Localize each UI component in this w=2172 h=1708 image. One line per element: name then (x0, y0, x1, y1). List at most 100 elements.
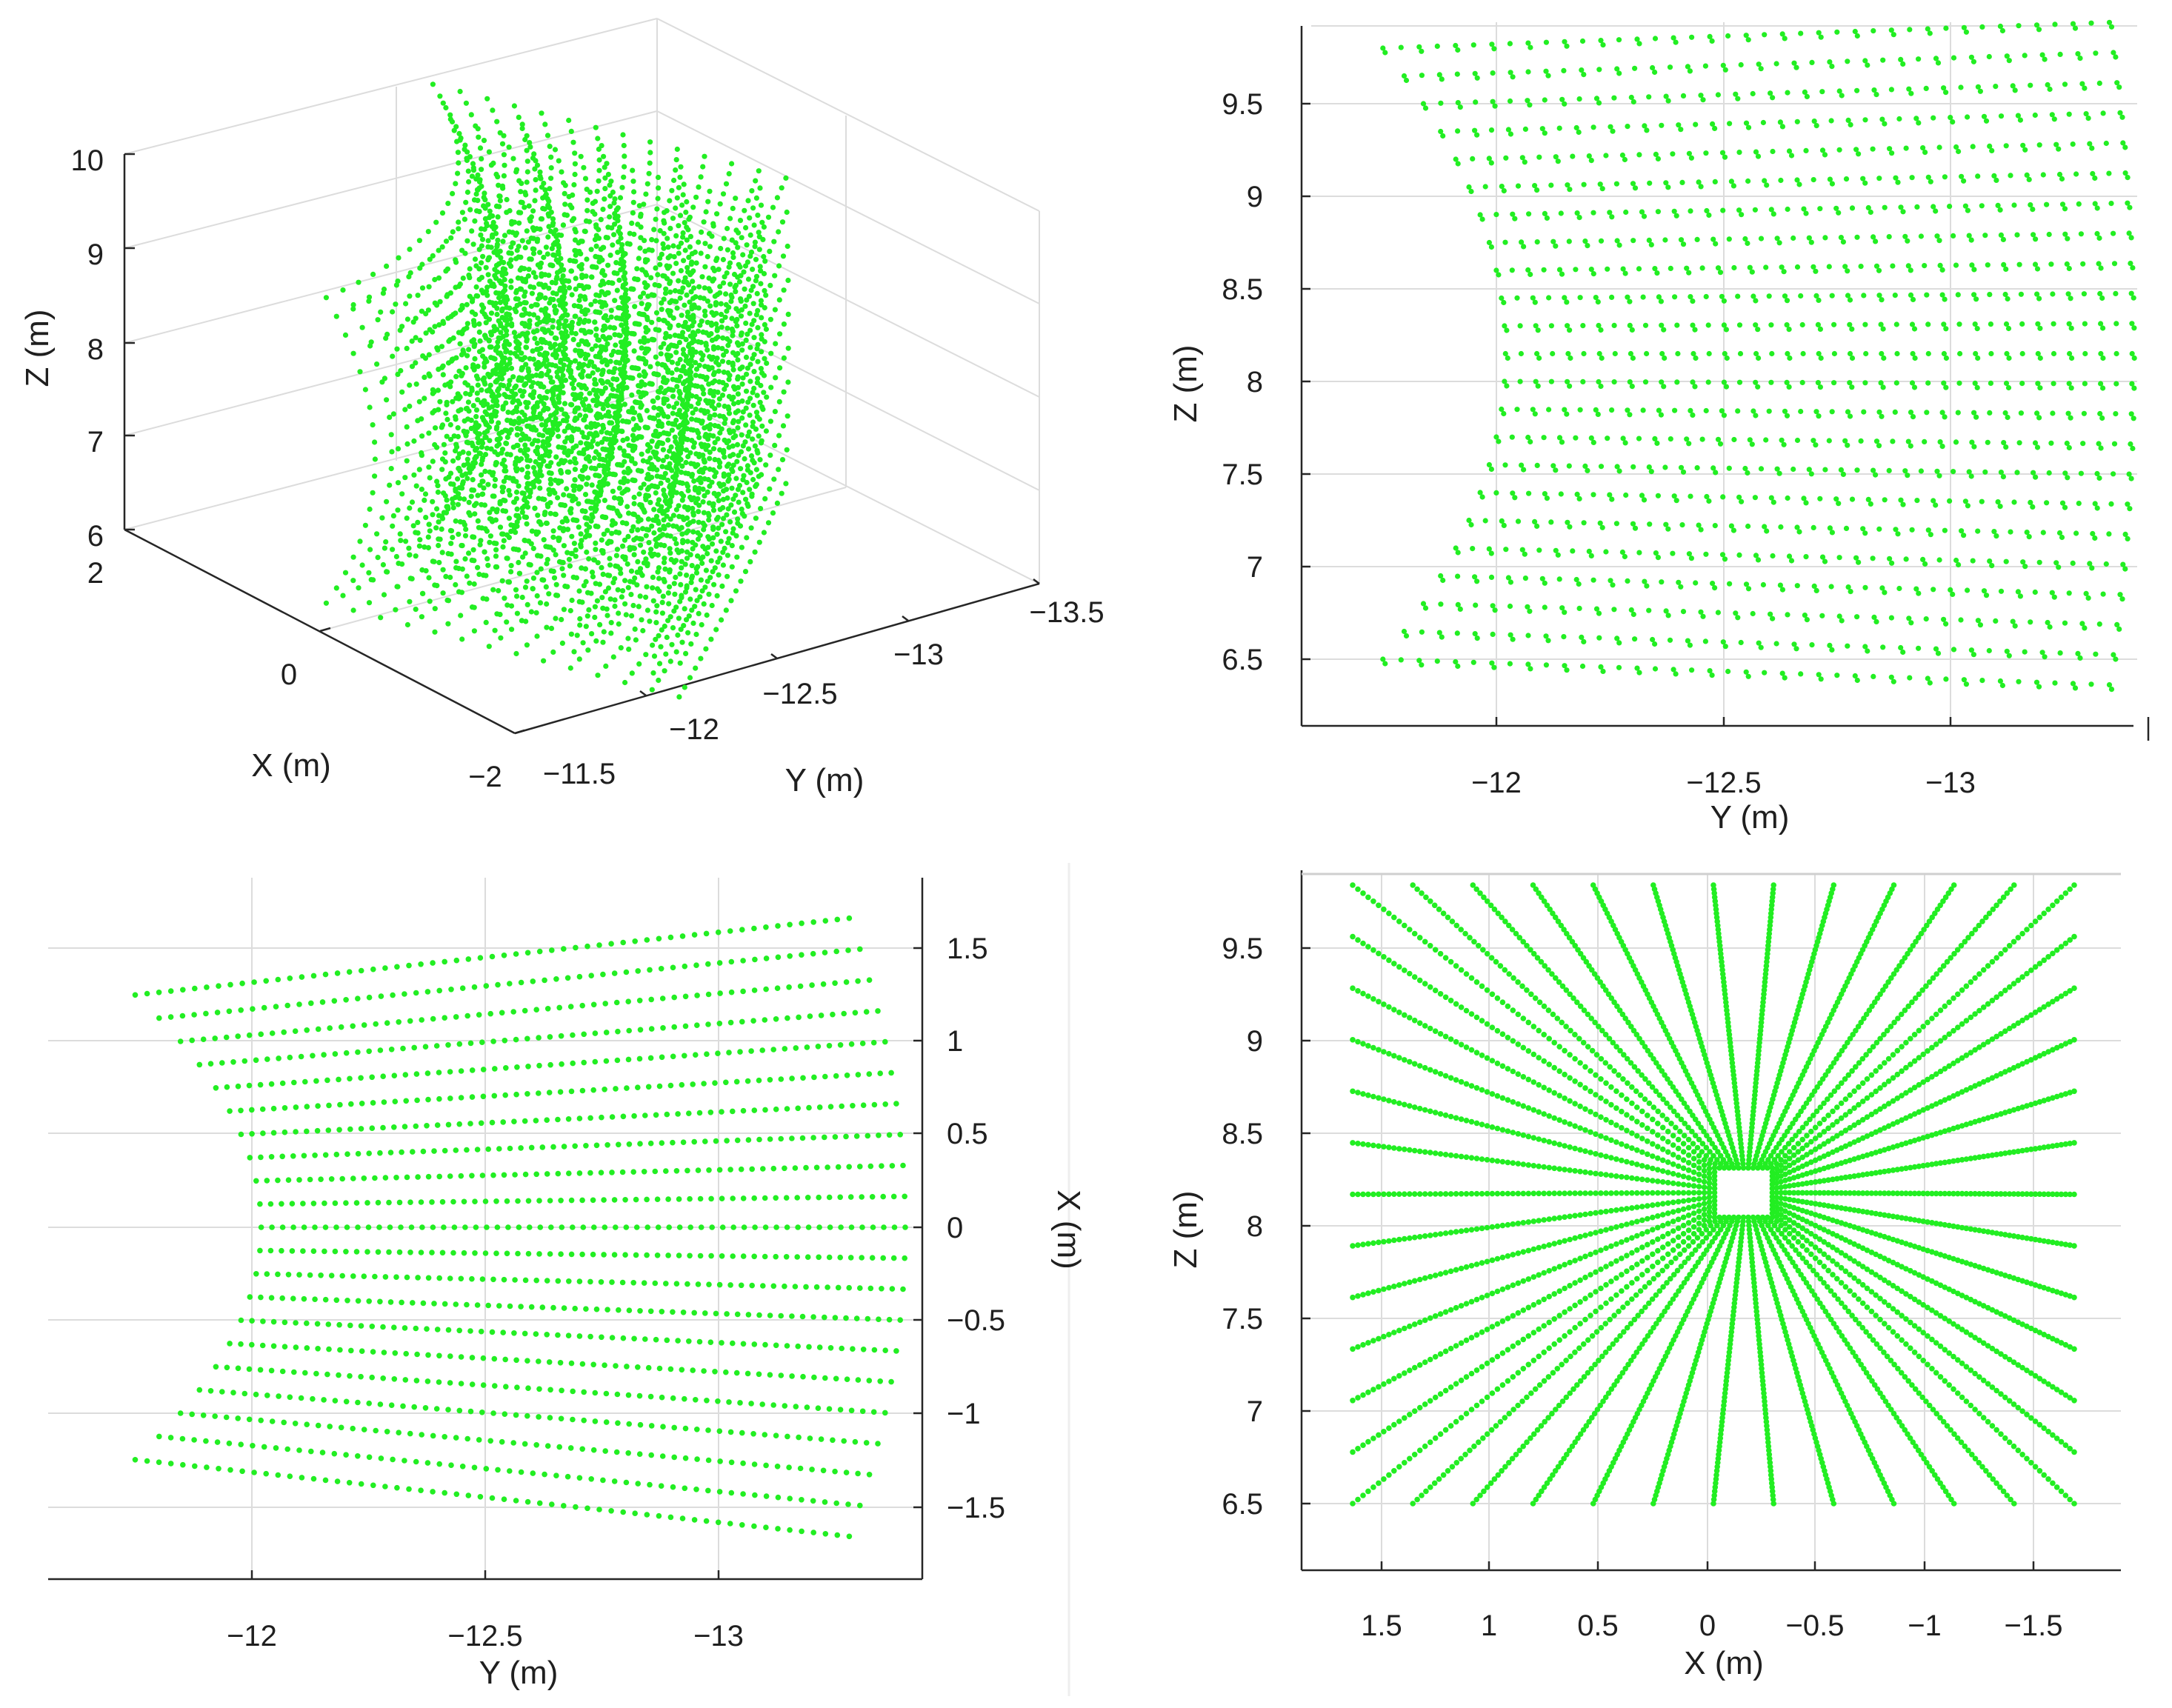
panel-yz-point (1893, 380, 1899, 386)
panel-3d-point (694, 428, 700, 434)
panel-3d-point (523, 618, 529, 624)
panel-3d-point (580, 640, 586, 646)
panel-3d-point (720, 413, 727, 420)
panel-3d-point (599, 289, 605, 295)
panel-3d-zlabel: Z (m) (19, 309, 56, 387)
panel-3d-point (676, 378, 682, 384)
panel-yz-point (1642, 379, 1649, 385)
panel-3d-point (524, 330, 530, 336)
panel-3d-point (551, 575, 558, 581)
panel-3d-point (531, 246, 537, 253)
panel-3d-point (481, 402, 487, 409)
panel-3d-point (597, 350, 603, 356)
panel-3d-point (700, 486, 706, 493)
panel-3d-point (637, 245, 643, 251)
panel-3d-point (479, 461, 484, 467)
panel-3d-point (706, 591, 712, 597)
panel-3d-point (553, 552, 559, 558)
panel-3d-point (553, 355, 559, 361)
panel-3d-point (582, 464, 589, 470)
panel-3d-point (673, 464, 679, 470)
panel-3d-point (643, 346, 649, 352)
panel-yz-point (1550, 350, 1556, 357)
panel-yz-point (2073, 530, 2079, 536)
panel-3d-point (689, 416, 695, 422)
panel-3d-point (730, 468, 736, 475)
panel-3d-point (372, 439, 378, 445)
panel-3d-point (413, 316, 419, 321)
panel-3d-point (516, 547, 522, 553)
panel-yz-point (1768, 379, 1774, 385)
panel-3d-point (434, 478, 440, 484)
panel-3d-point (714, 211, 720, 217)
panel-3d-point (685, 528, 691, 534)
panel-3d-point (667, 289, 673, 295)
panel-3d-point (497, 193, 503, 199)
panel-3d-point (467, 275, 473, 281)
panel-3d-point (613, 315, 620, 321)
panel-3d-point (701, 391, 707, 397)
panel-3d-point (704, 550, 710, 557)
panel-3d-point (513, 496, 520, 501)
panel-3d-point (545, 234, 551, 240)
panel-yz-point (1927, 680, 1933, 686)
panel-yz-point (1909, 527, 1915, 533)
panel-3d-point (584, 516, 590, 521)
panel-yz-point (1758, 644, 1764, 650)
panel-3d-point (493, 247, 499, 253)
panel-3d-point (681, 623, 687, 629)
panel-3d-point (537, 294, 544, 300)
panel-yz-point (1809, 642, 1815, 648)
panel-3d-point (550, 534, 556, 540)
panel-3d-point (573, 547, 579, 553)
panel-3d-point (750, 457, 756, 464)
panel-3d-point (560, 222, 567, 228)
panel-3d-point (461, 462, 467, 468)
panel-3d-point (479, 387, 484, 393)
panel-3d-xlabel: X (m) (251, 747, 331, 784)
panel-yz-point (1545, 638, 1551, 644)
panel-3d-point (406, 545, 412, 551)
panel-3d-point (657, 431, 663, 438)
panel-3d-point (433, 219, 439, 225)
panel-3d-point (387, 482, 393, 488)
panel-3d-point (577, 316, 583, 323)
panel-3d-point (493, 517, 499, 523)
panel-yz-point (2100, 385, 2106, 391)
panel-3d-point (542, 295, 548, 301)
panel-yz-point (2099, 415, 2105, 421)
panel-3d-point (545, 504, 551, 510)
panel-yz-point (1876, 443, 1882, 449)
panel-3d-point (689, 563, 695, 569)
panel-3d-point (366, 294, 373, 300)
panel-3d-point (734, 316, 740, 322)
panel-3d-point (524, 228, 530, 234)
panel-3d-point (536, 359, 542, 366)
panel-3d-point (667, 325, 673, 331)
panel-yz-point (2113, 411, 2119, 417)
panel-3d-point (571, 487, 577, 493)
panel-3d-point (543, 306, 549, 312)
panel-3d-point (695, 553, 701, 559)
panel-yz-point (1567, 383, 1573, 389)
panel-3d-point (530, 380, 536, 386)
panel-yz-point (1758, 466, 1765, 472)
panel-3d-point (784, 447, 790, 453)
panel-3d-point (659, 610, 666, 616)
panel-3d-point (433, 525, 439, 531)
panel-3d-point (653, 354, 659, 360)
panel-yz-point (1596, 635, 1602, 641)
panel-3d-point (596, 581, 603, 587)
panel-yz-point (1752, 495, 1758, 501)
panel-3d-point (474, 390, 480, 396)
panel-yz-point (1544, 496, 1550, 501)
panel-yz-point (1998, 588, 2005, 594)
panel-3d-point (600, 207, 606, 213)
panel-3d-point (546, 453, 552, 459)
panel-3d-point (585, 454, 592, 460)
panel-3d-point (497, 130, 503, 136)
panel-3d-point (578, 541, 584, 547)
panel-3d-point (728, 598, 734, 604)
panel-yz-point (1735, 408, 1741, 414)
panel-3d-point (544, 251, 550, 257)
